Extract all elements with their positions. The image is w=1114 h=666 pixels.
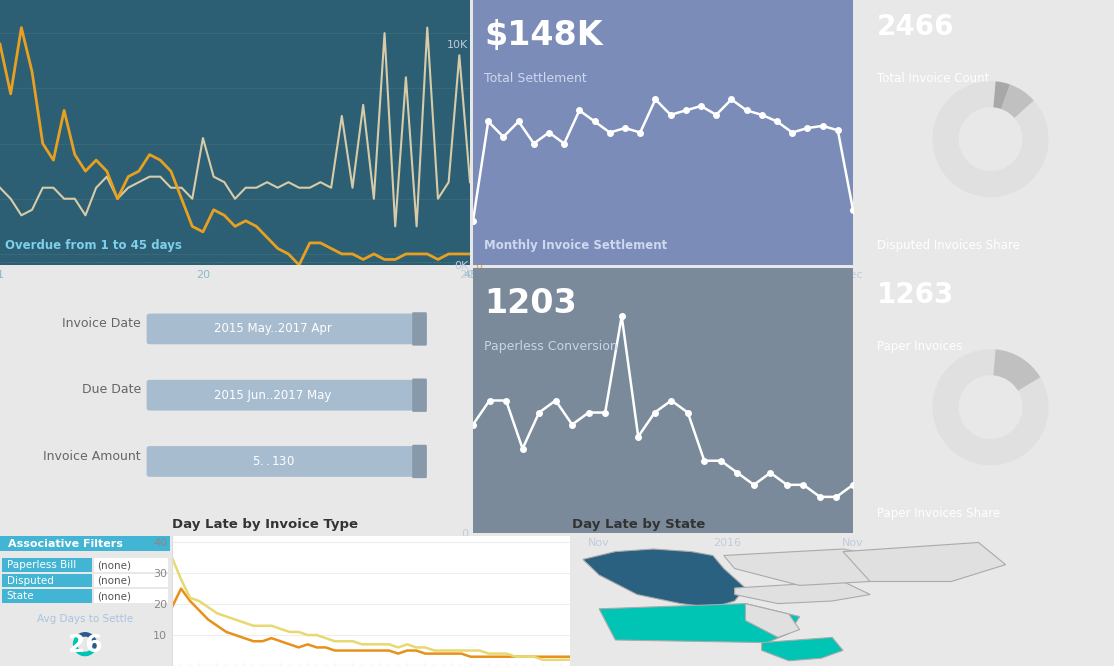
Polygon shape (843, 543, 1006, 581)
FancyBboxPatch shape (2, 589, 91, 603)
FancyBboxPatch shape (412, 312, 427, 346)
Text: Disputed Invoices Share: Disputed Invoices Share (877, 239, 1019, 252)
Polygon shape (734, 581, 870, 603)
Polygon shape (583, 549, 745, 607)
FancyBboxPatch shape (412, 445, 427, 478)
Text: 1263: 1263 (877, 281, 954, 309)
Text: 26: 26 (68, 633, 102, 657)
Wedge shape (72, 633, 96, 656)
Text: Total Invoice Count: Total Invoice Count (877, 71, 989, 85)
Text: Invoice Date: Invoice Date (62, 317, 141, 330)
FancyBboxPatch shape (147, 380, 427, 410)
Text: Day Late by State: Day Late by State (571, 517, 705, 531)
Text: Due Date: Due Date (81, 384, 141, 396)
Text: Invoice Amount: Invoice Amount (43, 450, 141, 463)
Polygon shape (599, 603, 800, 643)
FancyBboxPatch shape (94, 558, 168, 571)
FancyBboxPatch shape (147, 446, 427, 477)
Text: 1203: 1203 (485, 286, 577, 320)
Text: Paperless Conversion: Paperless Conversion (485, 340, 618, 352)
Text: Associative Filters: Associative Filters (9, 539, 124, 549)
Wedge shape (994, 81, 1010, 109)
FancyBboxPatch shape (412, 378, 427, 412)
Text: Avg Days to Settle: Avg Days to Settle (37, 613, 133, 623)
Wedge shape (79, 632, 97, 649)
Text: Overdue from 1 to 45 days: Overdue from 1 to 45 days (4, 239, 182, 252)
Text: (none): (none) (97, 591, 131, 601)
Text: 2015 Jun..2017 May: 2015 Jun..2017 May (214, 389, 332, 402)
Text: Day Late by Invoice Type: Day Late by Invoice Type (172, 517, 358, 531)
FancyBboxPatch shape (0, 536, 170, 551)
Text: Paper Invoices: Paper Invoices (877, 340, 962, 352)
Polygon shape (724, 549, 897, 585)
Text: Paperless Bill: Paperless Bill (7, 560, 76, 570)
Wedge shape (994, 350, 1040, 391)
Wedge shape (932, 81, 1048, 197)
FancyBboxPatch shape (2, 558, 91, 571)
Text: Monthly Invoice Settlement: Monthly Invoice Settlement (485, 239, 667, 252)
FancyBboxPatch shape (147, 314, 427, 344)
Text: Total Settlement: Total Settlement (485, 71, 587, 85)
Text: Paper Invoices Share: Paper Invoices Share (877, 507, 1000, 520)
Text: (none): (none) (97, 560, 131, 570)
Polygon shape (762, 637, 843, 661)
Text: Disputed: Disputed (7, 576, 53, 586)
Text: $5..$130: $5..$130 (252, 455, 294, 468)
Wedge shape (1001, 85, 1034, 118)
Polygon shape (745, 603, 800, 637)
Text: 2015 May..2017 Apr: 2015 May..2017 Apr (214, 322, 332, 336)
Text: (none): (none) (97, 576, 131, 586)
FancyBboxPatch shape (94, 574, 168, 587)
Text: State: State (7, 591, 35, 601)
Text: $148K: $148K (485, 19, 603, 51)
FancyBboxPatch shape (2, 574, 91, 587)
Wedge shape (932, 349, 1048, 466)
FancyBboxPatch shape (94, 589, 168, 603)
Text: 2466: 2466 (877, 13, 954, 41)
